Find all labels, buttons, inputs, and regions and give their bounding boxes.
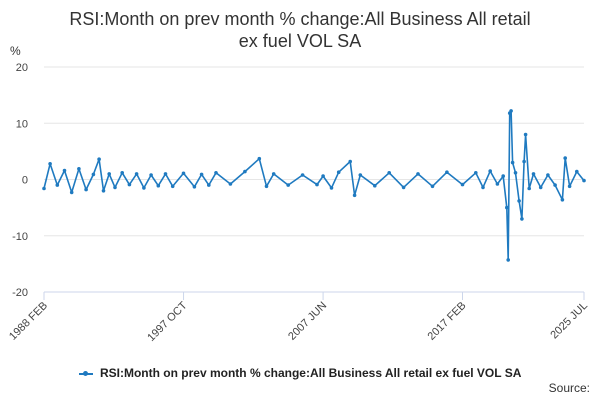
data-point xyxy=(181,171,186,176)
data-point xyxy=(546,173,550,177)
data-point xyxy=(520,217,524,221)
chart-title-line-2: ex fuel VOL SA xyxy=(238,31,362,51)
data-point xyxy=(62,168,67,173)
data-point xyxy=(505,205,509,210)
data-point xyxy=(560,198,565,202)
data-point xyxy=(575,169,579,174)
data-point xyxy=(567,184,572,189)
data-point xyxy=(207,183,211,187)
data-point xyxy=(127,182,132,187)
y-tick-label: 0 xyxy=(22,175,28,187)
data-point xyxy=(474,171,478,175)
data-point xyxy=(510,160,515,165)
data-point xyxy=(329,186,334,190)
data-point xyxy=(501,174,506,178)
data-point xyxy=(582,178,586,183)
data-point xyxy=(113,185,117,190)
data-point xyxy=(243,169,247,174)
legend-label: RSI:Month on prev month % change:All Bus… xyxy=(99,366,522,380)
data-point xyxy=(170,184,175,189)
series-group xyxy=(42,109,586,262)
data-point xyxy=(348,159,353,164)
data-point xyxy=(387,171,392,175)
data-point xyxy=(120,171,124,175)
data-point xyxy=(495,182,500,186)
data-point xyxy=(563,156,567,160)
chart-title-line-1: RSI:Month on prev month % change:All Bus… xyxy=(69,9,531,29)
data-point xyxy=(149,173,153,177)
data-point xyxy=(416,172,420,176)
data-point xyxy=(134,172,139,176)
data-point xyxy=(97,157,101,161)
data-point xyxy=(271,172,276,176)
data-point xyxy=(84,187,88,192)
data-point xyxy=(553,183,557,187)
data-point xyxy=(445,170,449,174)
data-point xyxy=(321,174,325,178)
y-tick-label: -10 xyxy=(12,231,28,243)
x-tick-label: 1988 FEB xyxy=(7,300,50,343)
x-tick-label: 1997 OCT xyxy=(145,299,190,344)
legend-swatch-icon xyxy=(78,370,93,376)
data-point xyxy=(531,172,536,176)
data-point xyxy=(513,171,518,175)
chart-title: RSI:Month on prev month % change:All Bus… xyxy=(0,8,600,52)
data-point xyxy=(430,184,435,189)
y-tick-label: 20 xyxy=(16,62,28,74)
data-point xyxy=(199,172,204,177)
data-point xyxy=(163,172,168,176)
x-tick-label: 2007 JUN xyxy=(286,300,329,343)
data-point xyxy=(488,169,493,173)
data-point xyxy=(522,159,526,164)
y-tick-label: 10 xyxy=(16,118,28,130)
data-point xyxy=(101,189,106,193)
data-point xyxy=(481,185,485,190)
data-point xyxy=(55,183,60,187)
data-point xyxy=(264,184,269,189)
data-point xyxy=(373,183,377,188)
data-point xyxy=(77,167,81,171)
x-tick-label: 2025 JUL xyxy=(548,300,590,342)
data-point xyxy=(214,171,218,175)
data-point xyxy=(401,185,406,190)
x-axis: 1988 FEB 1997 OCT 2007 JUN 2017 FEB 2025 JUL xyxy=(7,291,590,344)
data-point xyxy=(509,109,513,113)
data-point xyxy=(538,185,543,190)
y-axis-unit: % xyxy=(10,44,21,58)
y-tick-label: -20 xyxy=(12,287,28,299)
source-label: Source: xyxy=(548,381,590,395)
data-point xyxy=(142,186,146,190)
data-point xyxy=(257,156,262,161)
data-point xyxy=(336,170,341,174)
data-point xyxy=(48,162,52,166)
data-point xyxy=(107,172,111,176)
data-point xyxy=(527,186,531,191)
legend: RSI:Month on prev month % change:All Bus… xyxy=(0,366,600,380)
data-point xyxy=(192,185,197,189)
data-point xyxy=(523,132,528,137)
data-point xyxy=(69,190,74,195)
data-point xyxy=(286,183,291,187)
data-point xyxy=(300,173,305,177)
data-point xyxy=(358,173,363,177)
y-axis-ticks: 20 10 0 -10 -20 xyxy=(12,62,28,299)
data-point xyxy=(352,193,357,198)
data-point xyxy=(156,183,161,188)
data-point xyxy=(460,182,465,187)
data-point xyxy=(91,172,96,177)
data-point xyxy=(517,199,521,203)
x-tick-label: 2017 FEB xyxy=(426,300,469,343)
data-point xyxy=(506,258,511,262)
data-point xyxy=(315,182,319,187)
data-point xyxy=(42,186,46,191)
series-line xyxy=(43,110,585,261)
data-point xyxy=(228,182,233,186)
